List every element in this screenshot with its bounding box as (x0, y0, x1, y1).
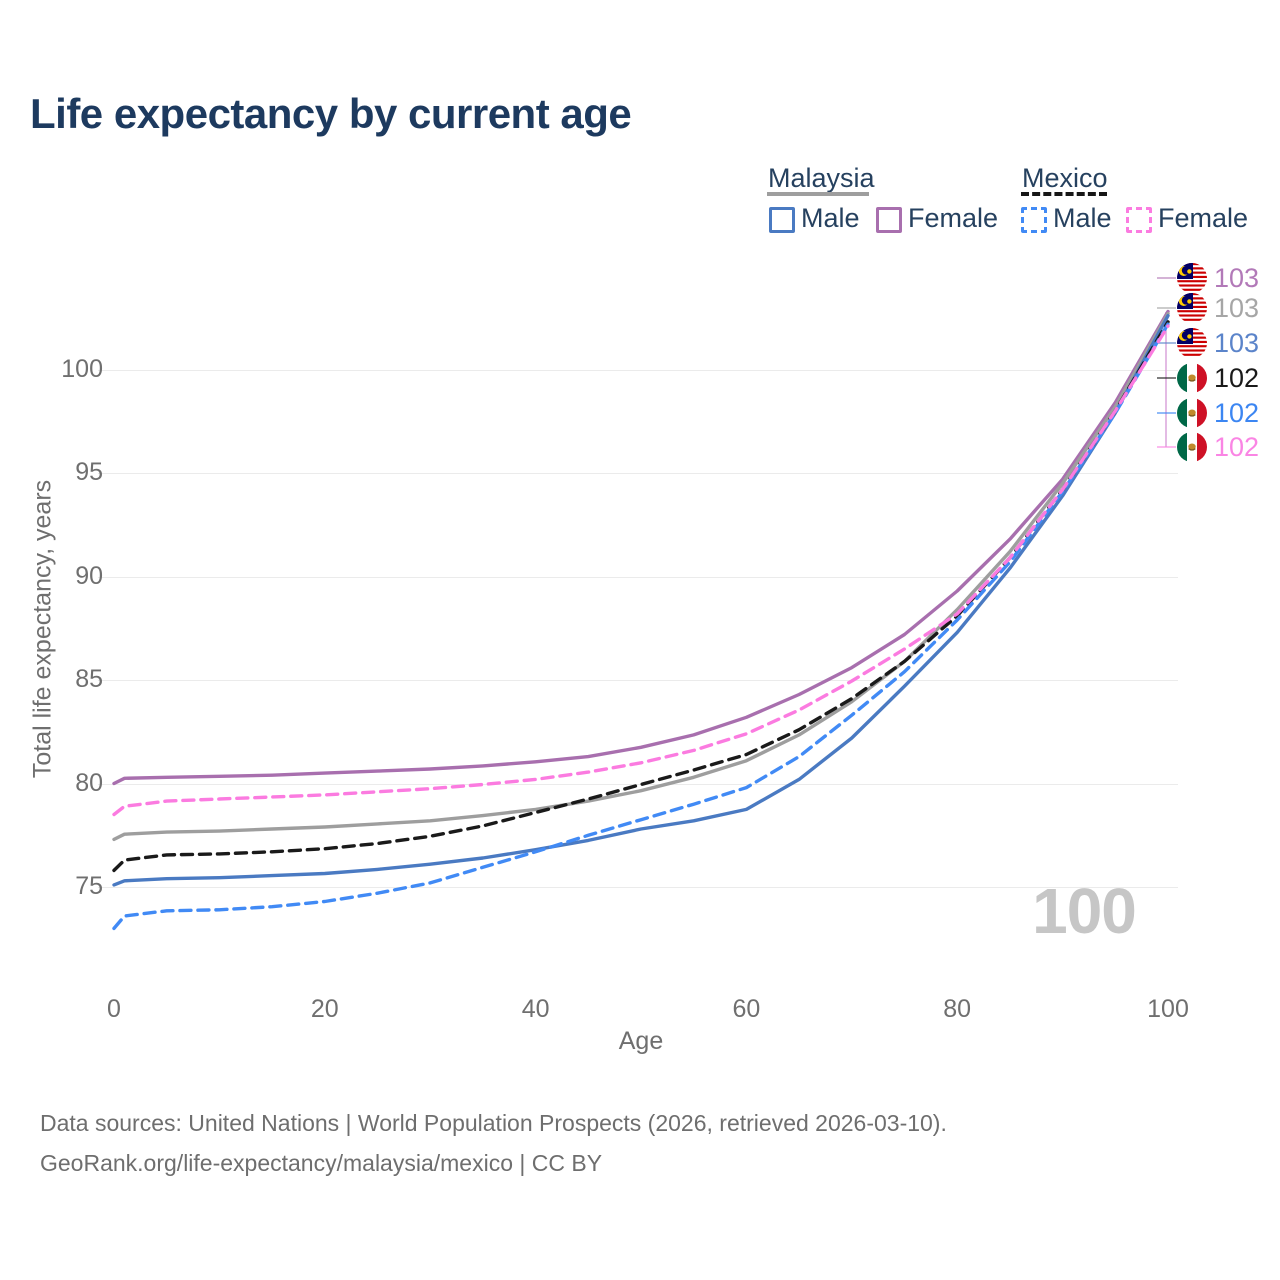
series-line-malaysia-female (112, 309, 1170, 786)
x-tick-label-40: 40 (521, 995, 550, 1023)
y-tick-label-75: 75 (75, 872, 103, 900)
end-value: 102 (1214, 432, 1260, 462)
legend-item-mexico-male[interactable]: Male (1053, 203, 1112, 233)
gridline-y-80 (98, 783, 1178, 785)
x-tick-label-0: 0 (107, 995, 121, 1023)
legend-swatch-malaysia-male[interactable] (769, 207, 795, 233)
gridline-y-95 (98, 473, 1178, 474)
malaysia-flag-icon (1177, 328, 1207, 358)
end-value: 102 (1214, 398, 1260, 428)
x-tick-label-80: 80 (943, 995, 972, 1023)
series-line-malaysia-total (112, 311, 1170, 842)
gridline-y-85 (98, 680, 1178, 681)
end-value: 103 (1214, 328, 1260, 358)
legend-item-malaysia-male[interactable]: Male (801, 203, 860, 233)
mexico-flag-icon (1177, 363, 1207, 393)
y-tick-label-95: 95 (75, 458, 103, 486)
end-label-mexico-total: 102 (1177, 363, 1259, 393)
legend-group-mexico-label: Mexico (1022, 163, 1108, 193)
legend-malaysia-solid-line-sample (767, 192, 869, 196)
legend-swatch-malaysia-female[interactable] (876, 207, 902, 233)
malaysia-flag-icon (1177, 263, 1207, 293)
x-axis-title: Age (618, 1027, 664, 1055)
x-tick-label-100: 100 (1147, 995, 1189, 1023)
end-value: 103 (1214, 293, 1260, 323)
malaysia-flag-icon (1177, 293, 1207, 323)
end-label-mexico-female: 102 (1177, 432, 1259, 462)
y-tick-label-90: 90 (75, 561, 103, 590)
mexico-flag-icon (1177, 398, 1207, 428)
legend-mexico-dashed-line-sample (1021, 192, 1107, 196)
series-line-malaysia-male (112, 314, 1170, 887)
y-tick-label-100: 100 (61, 354, 103, 383)
legend-item-mexico-female[interactable]: Female (1158, 203, 1249, 233)
y-tick-label-80: 80 (75, 768, 103, 797)
gridline-y-75 (98, 887, 1178, 888)
series-line-mexico-total (112, 320, 1170, 873)
x-tick-label-20: 20 (310, 995, 339, 1023)
end-value: 103 (1214, 263, 1260, 293)
gridline-y-90 (98, 576, 1178, 578)
end-label-malaysia-total: 103 (1177, 293, 1259, 323)
end-label-malaysia-female: 103 (1177, 263, 1259, 293)
mexico-flag-icon (1177, 432, 1207, 462)
series-line-mexico-male (112, 322, 1170, 931)
y-tick-label-85: 85 (75, 665, 103, 693)
data-sources-line: Data sources: United Nations | World Pop… (40, 1110, 947, 1136)
page-title: Life expectancy by current age (30, 90, 632, 137)
end-value: 102 (1214, 363, 1260, 393)
end-label-malaysia-male: 103 (1177, 328, 1259, 358)
end-label-mexico-male: 102 (1177, 398, 1259, 428)
x-tick-label-60: 60 (732, 995, 761, 1023)
legend-swatch-mexico-male[interactable] (1021, 207, 1047, 233)
legend-swatch-mexico-female[interactable] (1126, 207, 1152, 233)
legend-item-malaysia-female[interactable]: Female (908, 203, 999, 233)
gridline-y-100 (98, 369, 1178, 371)
legend-group-malaysia-label: Malaysia (768, 163, 875, 193)
series-line-mexico-female (112, 324, 1170, 817)
attribution-line: GeoRank.org/life-expectancy/malaysia/mex… (40, 1150, 603, 1176)
